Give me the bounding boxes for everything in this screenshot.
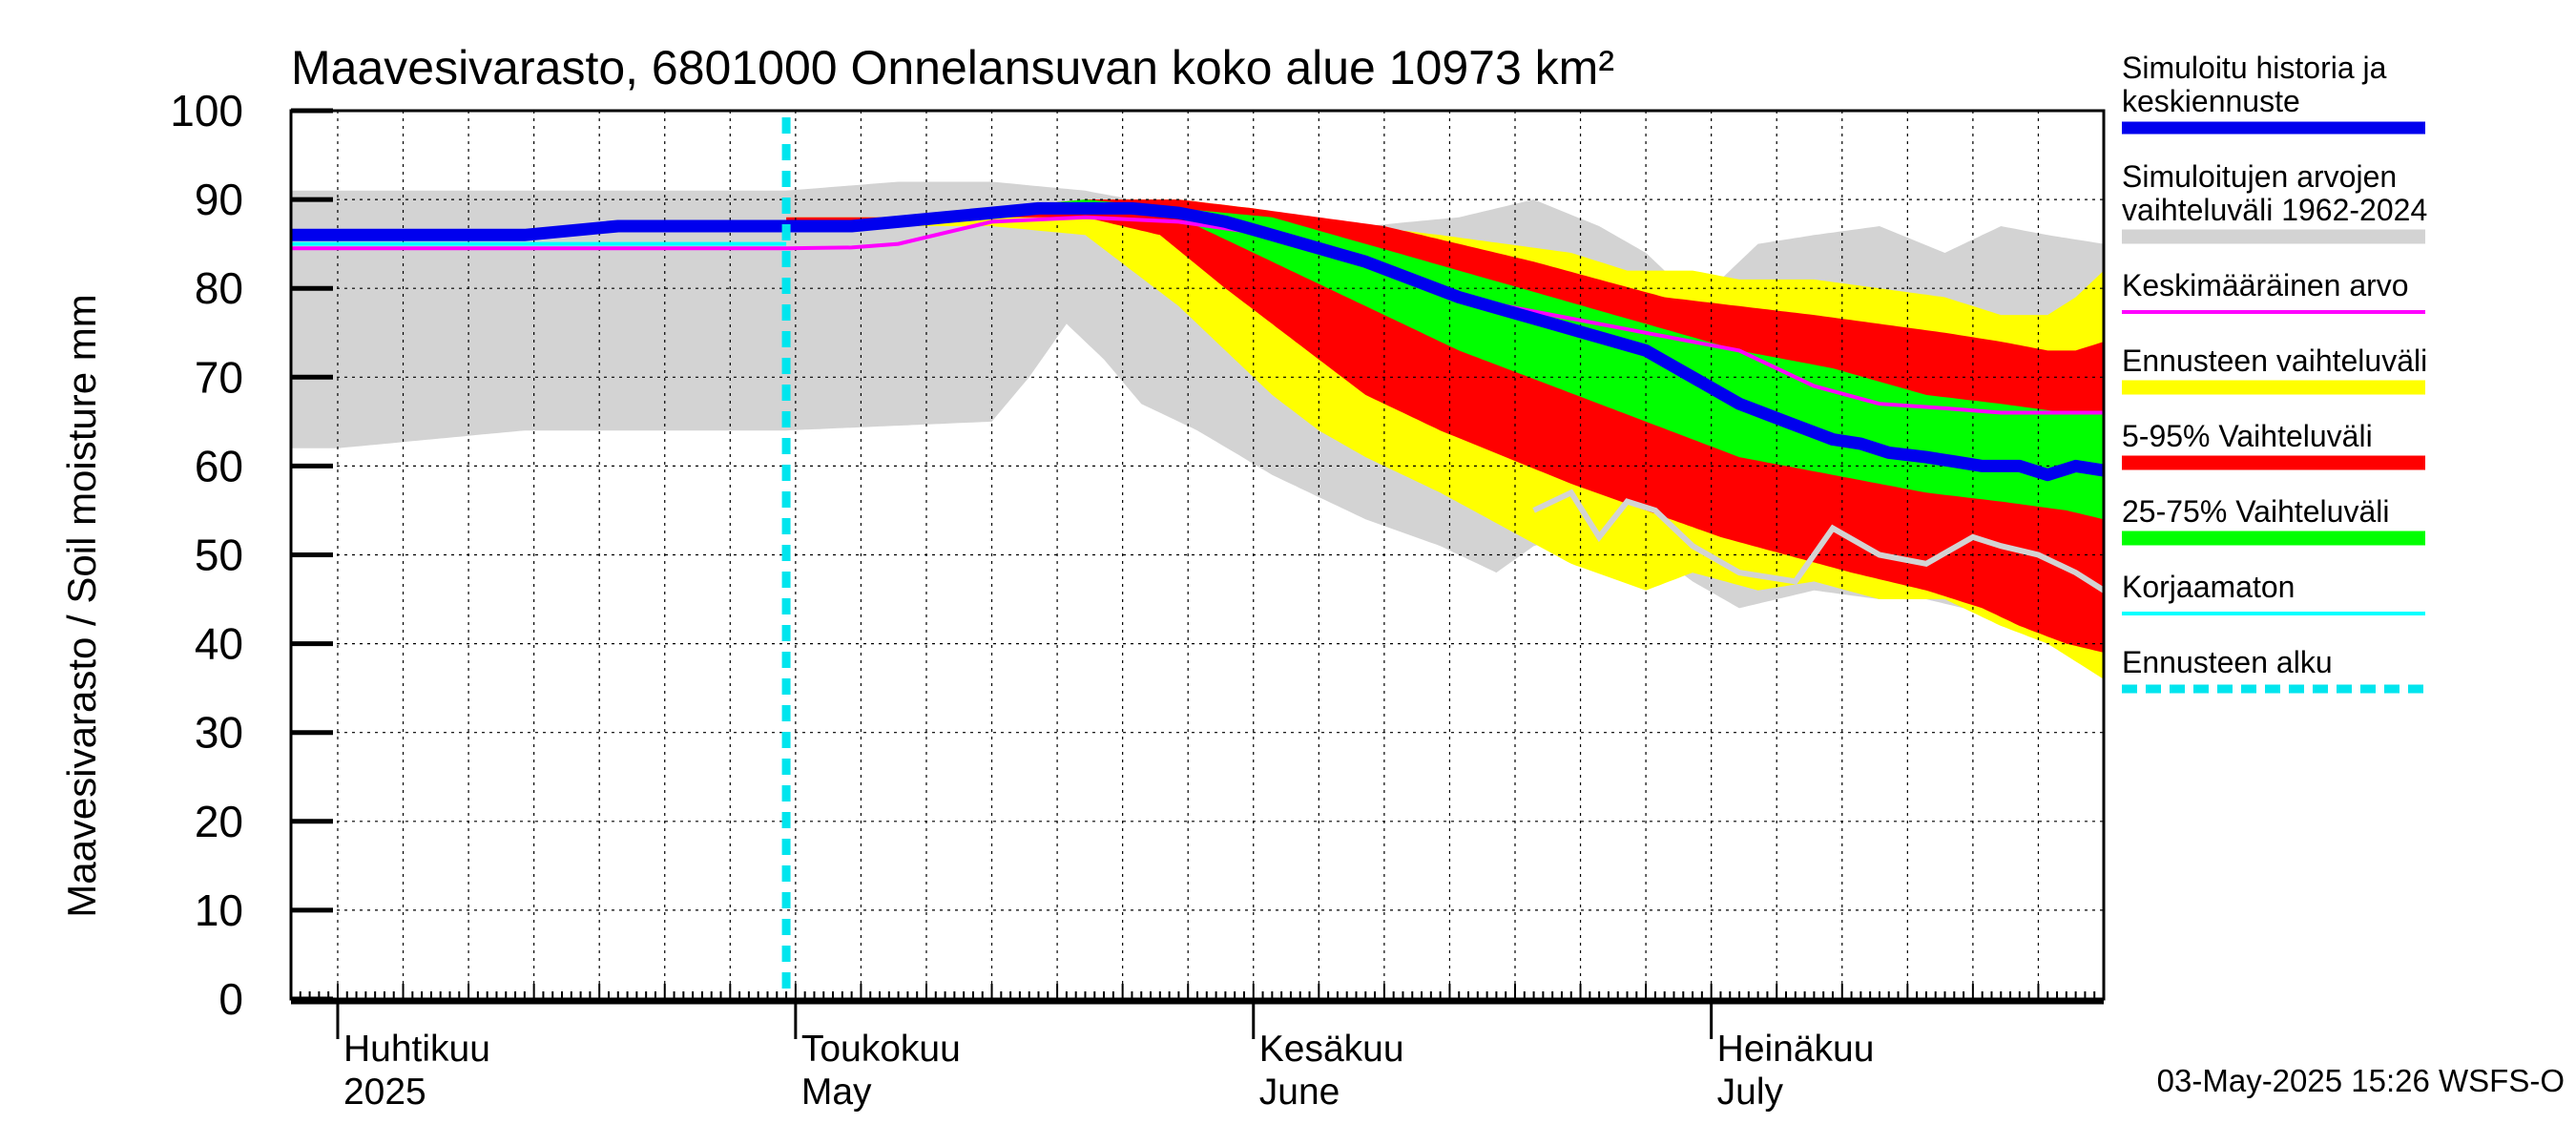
- y-tick-label: 40: [195, 619, 243, 669]
- legend-item: 5-95% Vaihteluväli: [2122, 419, 2425, 470]
- y-axis-label: Maavesivarasto / Soil moisture mm: [59, 294, 104, 918]
- month-label-en: 2025: [343, 1072, 426, 1113]
- month-label-fi: Kesäkuu: [1259, 1029, 1404, 1070]
- month-label-fi: Huhtikuu: [343, 1029, 490, 1070]
- y-tick-label: 0: [218, 974, 243, 1024]
- legend-label: keskiennuste: [2122, 84, 2300, 118]
- month-label-en: June: [1259, 1072, 1340, 1113]
- y-tick-label: 80: [195, 263, 243, 313]
- legend-item: Keskimääräinen arvo: [2122, 268, 2425, 314]
- y-tick-label: 50: [195, 531, 243, 580]
- legend-label: Simuloitu historia ja: [2122, 51, 2387, 85]
- legend-label: 5-95% Vaihteluväli: [2122, 419, 2373, 453]
- legend-item: 25-75% Vaihteluväli: [2122, 494, 2425, 546]
- chart-title: Maavesivarasto, 6801000 Onnelansuvan kok…: [291, 41, 1614, 94]
- y-tick-label: 10: [195, 885, 243, 935]
- y-tick-label: 70: [195, 352, 243, 402]
- legend-item: Korjaamaton: [2122, 570, 2425, 615]
- y-tick-label: 100: [170, 86, 243, 135]
- month-label-fi: Toukokuu: [801, 1029, 961, 1070]
- simulated-past-line: [1532, 489, 2106, 593]
- p5-95-band: [786, 199, 2104, 653]
- legend-item: Ennusteen alku: [2122, 645, 2425, 694]
- legend-label: 25-75% Vaihteluväli: [2122, 494, 2389, 529]
- legend-label: Ennusteen vaihteluväli: [2122, 344, 2427, 378]
- bands-layer: [291, 181, 2104, 679]
- legend-label: Keskimääräinen arvo: [2122, 268, 2409, 302]
- lines-layer: [291, 117, 2106, 999]
- legend: Simuloitu historia jakeskiennusteSimuloi…: [2122, 51, 2427, 694]
- month-label-en: July: [1717, 1072, 1784, 1113]
- legend-label: Ennusteen alku: [2122, 645, 2333, 679]
- p25-75-band: [786, 199, 2104, 520]
- legend-item: Ennusteen vaihteluväli: [2122, 344, 2427, 395]
- month-label-fi: Heinäkuu: [1717, 1029, 1875, 1070]
- y-tick-label: 20: [195, 797, 243, 846]
- legend-label: vaihteluväli 1962-2024: [2122, 193, 2427, 227]
- timestamp-label: 03-May-2025 15:26 WSFS-O: [2157, 1063, 2565, 1098]
- y-tick-label: 60: [195, 441, 243, 490]
- legend-label: Korjaamaton: [2122, 570, 2295, 604]
- legend-label: Simuloitujen arvojen: [2122, 159, 2397, 194]
- y-tick-label: 30: [195, 708, 243, 758]
- history-median-line: [291, 201, 2106, 482]
- month-label-en: May: [801, 1072, 872, 1113]
- y-tick-label: 90: [195, 175, 243, 224]
